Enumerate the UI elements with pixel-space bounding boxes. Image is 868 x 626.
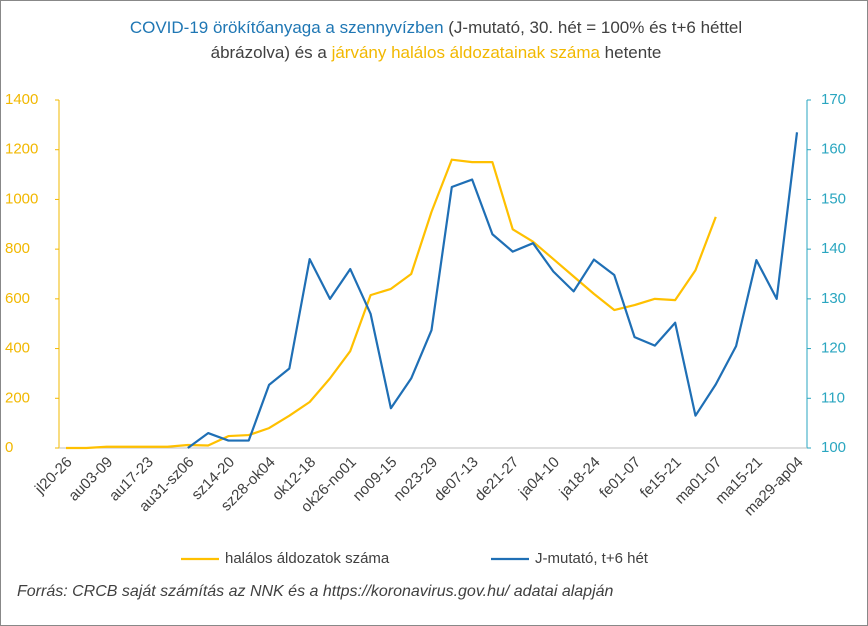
chart-title: COVID-19 örökítőanyaga a szennyvízben (J… bbox=[111, 15, 761, 65]
y-tick-label: 0 bbox=[5, 439, 13, 456]
x-tick-label: ja18-24 bbox=[555, 454, 603, 502]
title-part: hetente bbox=[599, 43, 662, 62]
y2-tick-label: 160 bbox=[821, 141, 846, 158]
y-tick-label: 600 bbox=[5, 290, 30, 307]
y2-tick-label: 120 bbox=[821, 340, 846, 357]
y2-tick-label: 130 bbox=[821, 290, 846, 307]
y-tick-label: 400 bbox=[5, 340, 30, 357]
y-tick-label: 1200 bbox=[5, 141, 38, 158]
y2-tick-label: 100 bbox=[821, 439, 846, 456]
series-line bbox=[66, 158, 717, 450]
y-tick-label: 1400 bbox=[5, 91, 38, 108]
y2-tick-label: 140 bbox=[821, 240, 846, 257]
title-part: COVID-19 örökítőanyaga a szennyvízben bbox=[129, 18, 444, 37]
y-tick-label: 200 bbox=[5, 389, 30, 406]
title-part: járvány halálos áldozatainak száma bbox=[331, 43, 600, 62]
x-tick-label: no23-29 bbox=[390, 454, 441, 505]
y2-tick-label: 170 bbox=[821, 91, 846, 108]
plot: 0 200 400 600 800 1000 1200 1400 100 110 120 130 140… bbox=[5, 91, 846, 567]
y2-tick-label: 150 bbox=[821, 190, 846, 207]
legend-label: J-mutató, t+6 hét bbox=[535, 550, 649, 567]
y-tick-label: 800 bbox=[5, 240, 30, 257]
y-tick-label: 1000 bbox=[5, 190, 38, 207]
legend-label: halálos áldozatok száma bbox=[225, 550, 390, 567]
x-tick-label: au03-09 bbox=[65, 454, 116, 505]
x-tick-label: de07-13 bbox=[431, 454, 482, 505]
x-tick-label: fe01-07 bbox=[596, 454, 644, 502]
title-part: (J-mutató, 30. hét = 100% és t+6 héttel … bbox=[210, 18, 743, 62]
series-line bbox=[187, 132, 799, 449]
y2-tick-label: 110 bbox=[821, 389, 845, 406]
x-tick-label: de21-27 bbox=[471, 454, 522, 505]
source-note: Forrás: CRCB saját számítás az NNK és a … bbox=[17, 583, 614, 600]
x-tick-label: no09-15 bbox=[350, 454, 401, 505]
x-tick-label: ja04-10 bbox=[515, 454, 563, 502]
